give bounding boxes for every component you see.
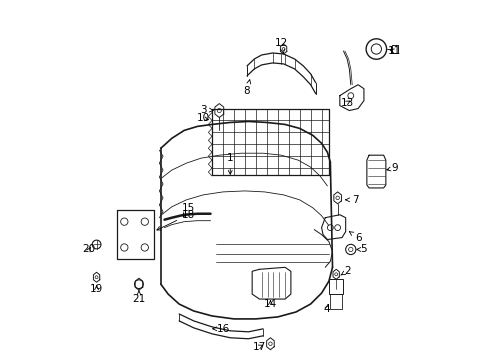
Text: 21: 21 — [132, 291, 145, 304]
Text: 15: 15 — [182, 203, 195, 217]
Text: 14: 14 — [263, 299, 277, 309]
Text: 18: 18 — [157, 210, 195, 230]
Text: 9: 9 — [386, 163, 397, 173]
Text: 5: 5 — [356, 244, 366, 255]
Text: 16: 16 — [212, 324, 229, 334]
Bar — [328, 279, 343, 294]
Text: 3: 3 — [200, 104, 213, 114]
Text: 17: 17 — [252, 342, 265, 352]
Text: 2: 2 — [340, 266, 350, 276]
Text: 4: 4 — [323, 304, 329, 314]
Text: 20: 20 — [82, 244, 96, 255]
Text: 19: 19 — [90, 284, 103, 294]
Text: 10: 10 — [196, 113, 209, 123]
Text: 8: 8 — [243, 80, 250, 96]
Text: 7: 7 — [345, 195, 358, 205]
Text: 6: 6 — [348, 231, 361, 243]
Text: 1: 1 — [226, 153, 233, 174]
Text: 12: 12 — [274, 38, 287, 54]
Text: 11: 11 — [387, 46, 401, 56]
Text: 13: 13 — [340, 98, 353, 108]
